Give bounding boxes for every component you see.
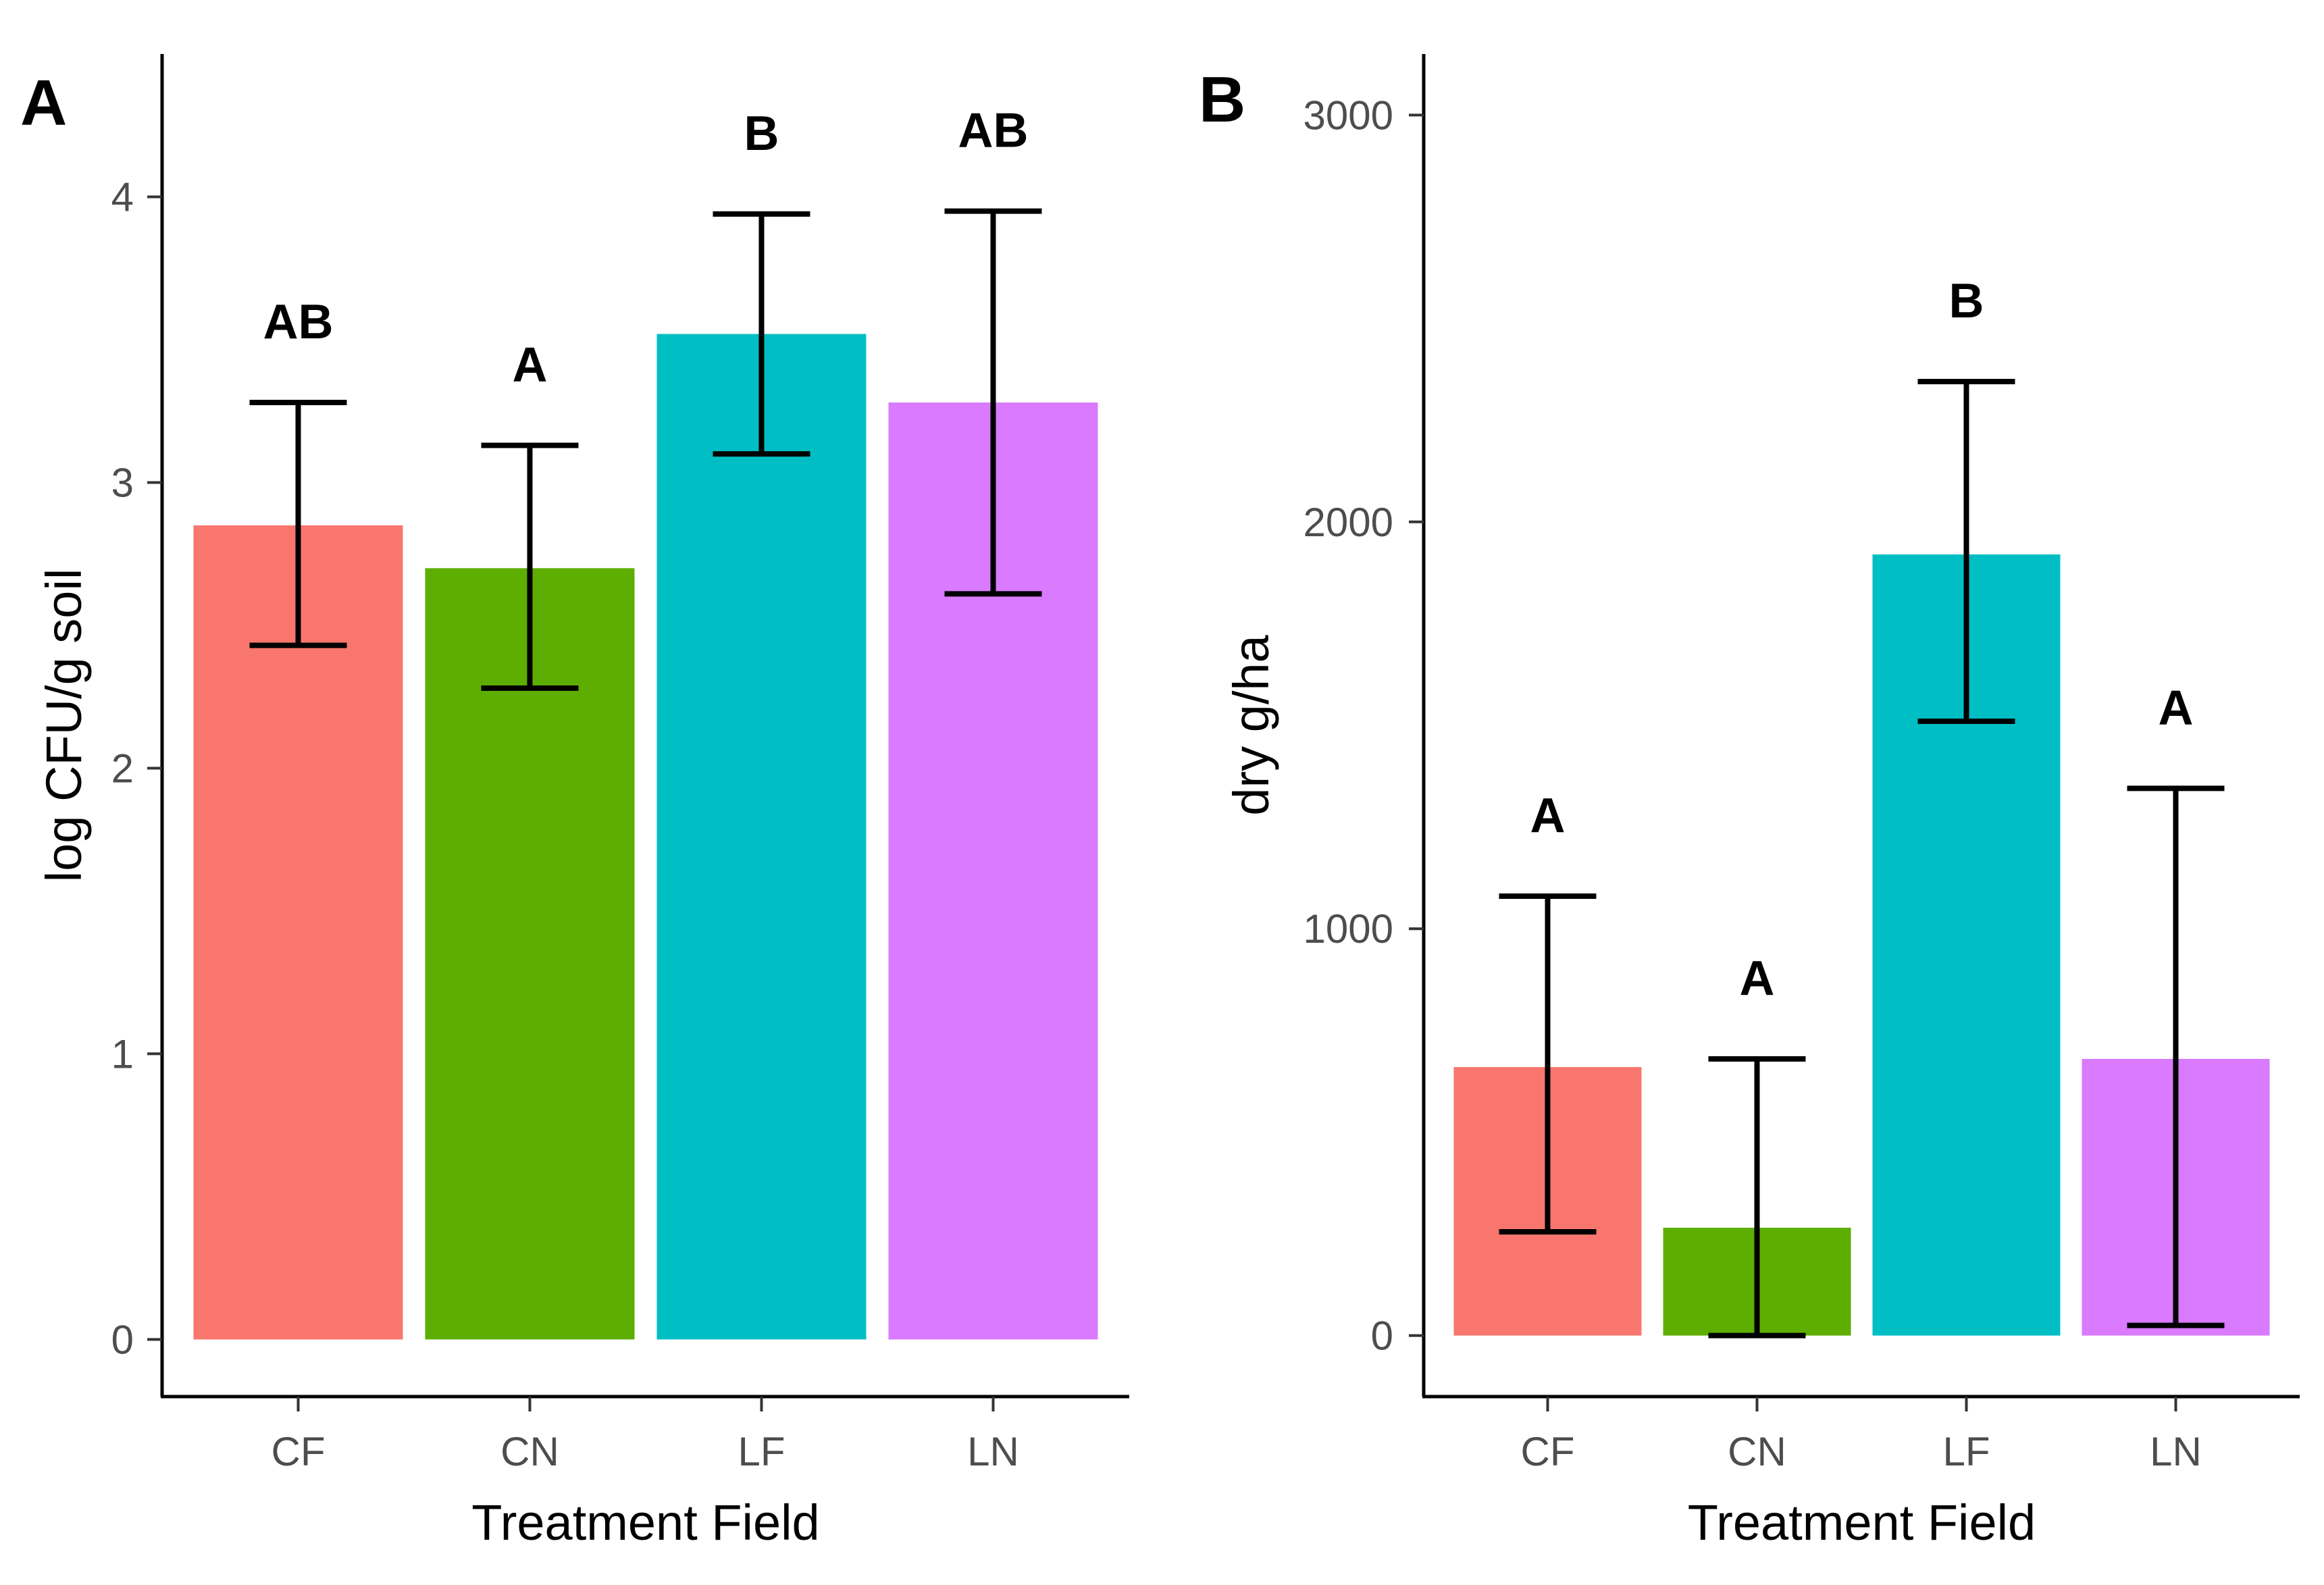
significance-label: A <box>513 338 548 392</box>
y-tick-label: 1000 <box>1303 906 1393 952</box>
x-tick-label: LF <box>1942 1429 1990 1474</box>
error-bar-lf <box>1917 378 2015 724</box>
y-tick-label: 0 <box>1371 1314 1393 1359</box>
y-tick-label: 3 <box>111 460 134 505</box>
x-tick-label: CF <box>1521 1429 1575 1474</box>
significance-label: AB <box>958 104 1029 158</box>
y-tick-label: 2 <box>111 746 134 791</box>
x-axis-title: Treatment Field <box>471 1495 819 1551</box>
bar-cf <box>193 525 403 1340</box>
y-tick-label: 1 <box>111 1031 134 1076</box>
significance-label: B <box>744 107 779 161</box>
x-tick-label: LN <box>967 1429 1019 1474</box>
panel-b: A A B A 0 1000 2000 3000 CF CN LF LN Treatment Field… <box>1199 54 2300 1551</box>
y-tick-label: 2000 <box>1303 500 1393 545</box>
significance-label: A <box>1740 952 1775 1006</box>
significance-label: A <box>1530 789 1566 843</box>
error-bar-cf <box>1499 893 1597 1235</box>
y-tick-label: 3000 <box>1303 93 1393 138</box>
panel-tag: A <box>20 67 67 139</box>
significance-label: A <box>2159 681 2194 735</box>
bar-cn <box>425 568 635 1340</box>
error-bar-cn <box>481 442 579 692</box>
y-tick-label: 0 <box>111 1317 134 1362</box>
error-bar-cf <box>249 400 347 648</box>
x-tick-label: LF <box>738 1429 785 1474</box>
y-tick-label: 4 <box>111 174 134 219</box>
x-axis-title: Treatment Field <box>1688 1495 2036 1551</box>
y-axis-title: dry g/ha <box>1223 634 1279 815</box>
x-tick-label: CF <box>272 1429 326 1474</box>
bar-lf <box>656 334 867 1340</box>
y-axis-title: log CFU/g soil <box>36 569 92 883</box>
significance-label: AB <box>263 295 334 349</box>
x-tick-label: LN <box>2150 1429 2202 1474</box>
x-tick-label: CN <box>1728 1429 1786 1474</box>
significance-label: B <box>1949 274 1984 328</box>
error-bar-ln <box>944 208 1042 597</box>
x-tick-label: CN <box>500 1429 559 1474</box>
panel-tag: B <box>1199 63 1245 136</box>
error-bar-ln <box>2127 785 2225 1328</box>
error-bar-lf <box>713 211 810 457</box>
error-bar-cn <box>1708 1056 1806 1339</box>
